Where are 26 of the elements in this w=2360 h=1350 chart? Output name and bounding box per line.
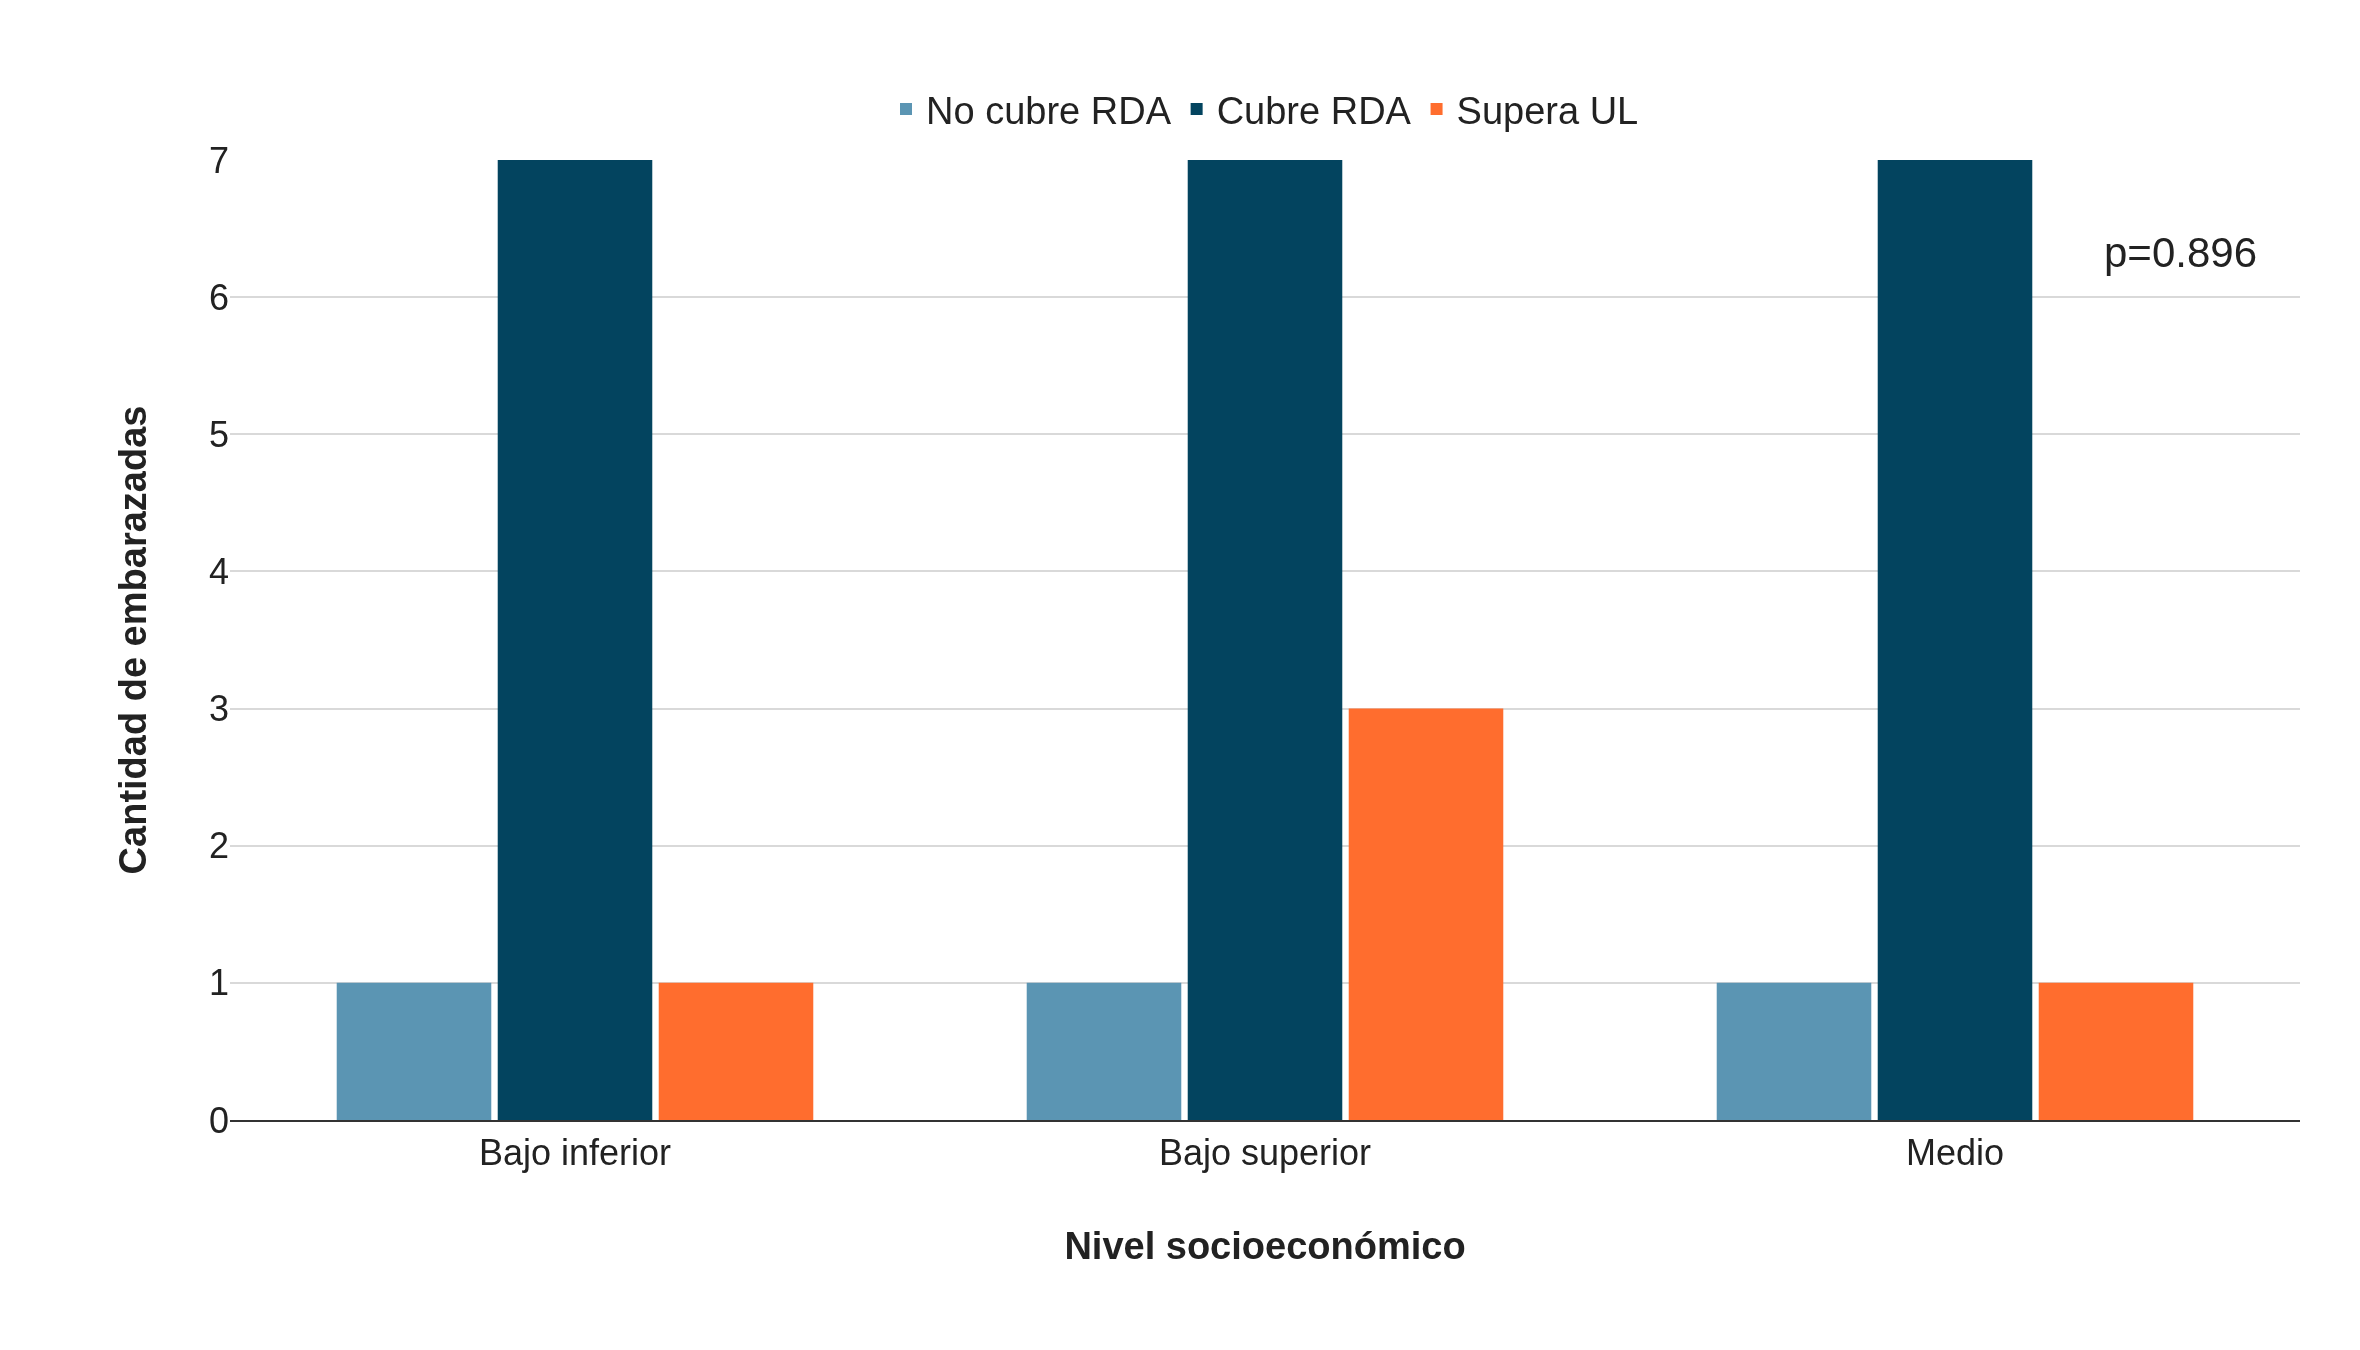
x-tick-label: Bajo inferior — [478, 1132, 672, 1174]
y-tick-label: 1 — [208, 962, 229, 1004]
bar — [658, 982, 814, 1120]
y-tick-label: 6 — [208, 276, 229, 318]
bar — [1187, 160, 1343, 1120]
bar — [336, 982, 492, 1120]
y-tick-label: 0 — [208, 1099, 229, 1141]
bar — [497, 160, 653, 1120]
annotation: p=0.896 — [2104, 229, 2257, 276]
x-tick-label: Bajo superior — [1158, 1132, 1372, 1174]
y-axis-title: Cantidad de embarazadas — [112, 405, 155, 875]
bar — [2038, 982, 2194, 1120]
bar — [1348, 708, 1504, 1120]
x-tick-label: Medio — [1905, 1132, 2005, 1174]
y-tick-label: 3 — [208, 688, 229, 730]
legend-label: No cubre RDA — [926, 89, 1172, 132]
y-tick-label: 4 — [208, 551, 229, 593]
legend-label: Supera UL — [1456, 89, 1639, 132]
bar — [1026, 982, 1182, 1120]
y-tick-label: 2 — [208, 825, 229, 867]
bar — [1877, 160, 2033, 1120]
y-tick-label: 7 — [208, 139, 229, 181]
x-axis-title: Nivel socioeconómico — [1064, 1224, 1466, 1267]
y-tick-label: 5 — [208, 413, 229, 455]
bar — [1716, 982, 1872, 1120]
legend-label: Cubre RDA — [1216, 89, 1412, 132]
